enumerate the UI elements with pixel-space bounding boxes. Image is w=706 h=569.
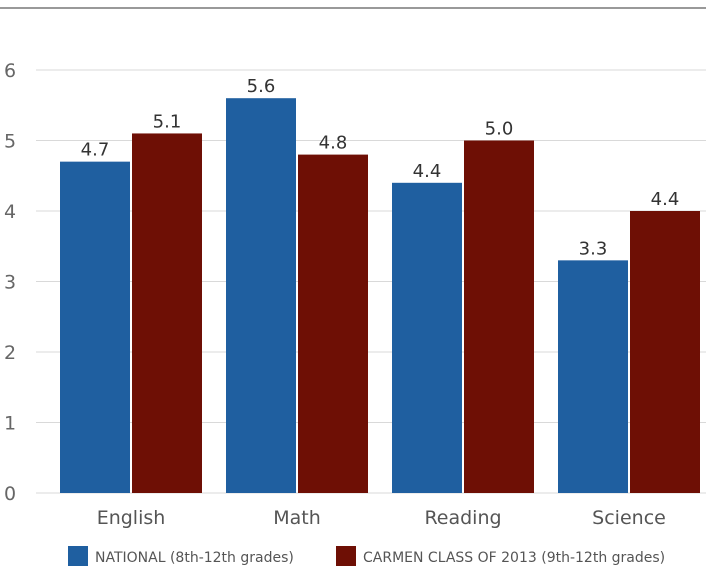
data-label: 4.4 bbox=[651, 189, 680, 210]
category-label-science: Science bbox=[592, 507, 666, 529]
y-tick-label: 0 bbox=[4, 483, 16, 505]
legend-label-carmen: CARMEN CLASS OF 2013 (9th-12th grades) bbox=[363, 550, 665, 566]
data-label: 4.8 bbox=[319, 133, 348, 154]
y-tick-label: 1 bbox=[4, 413, 16, 435]
y-tick-label: 4 bbox=[4, 201, 16, 223]
legend-swatch-national bbox=[68, 546, 88, 566]
legend-label-national: NATIONAL (8th-12th grades) bbox=[95, 550, 294, 566]
y-tick-label: 3 bbox=[4, 272, 16, 294]
data-label: 3.3 bbox=[579, 238, 608, 259]
bar-national-english bbox=[60, 161, 130, 493]
bars bbox=[60, 98, 700, 494]
category-label-reading: Reading bbox=[424, 507, 501, 529]
bar-national-reading bbox=[392, 182, 462, 494]
legend-swatch-carmen bbox=[336, 546, 356, 566]
bar-carmen-reading bbox=[464, 140, 534, 493]
data-label: 5.6 bbox=[247, 76, 276, 97]
data-label: 5.1 bbox=[153, 111, 182, 132]
y-tick-label: 5 bbox=[4, 131, 16, 153]
y-axis-ticks: 0 1 2 3 4 5 6 bbox=[4, 60, 16, 505]
bar-national-math bbox=[226, 98, 296, 493]
category-label-math: Math bbox=[273, 507, 321, 529]
bar-carmen-math bbox=[298, 154, 368, 493]
data-label: 4.4 bbox=[413, 161, 442, 182]
bar-carmen-english bbox=[132, 133, 202, 493]
x-axis-categories: English Math Reading Science bbox=[97, 507, 666, 529]
bar-carmen-science bbox=[630, 211, 700, 493]
data-label: 4.7 bbox=[81, 140, 110, 161]
y-tick-label: 2 bbox=[4, 342, 16, 364]
data-label: 5.0 bbox=[485, 119, 514, 140]
legend: NATIONAL (8th-12th grades) CARMEN CLASS O… bbox=[68, 546, 665, 566]
data-labels: 4.7 5.1 5.6 4.8 4.4 5.0 3.3 4.4 bbox=[81, 76, 680, 259]
bar-national-science bbox=[558, 260, 628, 493]
y-tick-label: 6 bbox=[4, 60, 16, 82]
category-label-english: English bbox=[97, 507, 166, 529]
